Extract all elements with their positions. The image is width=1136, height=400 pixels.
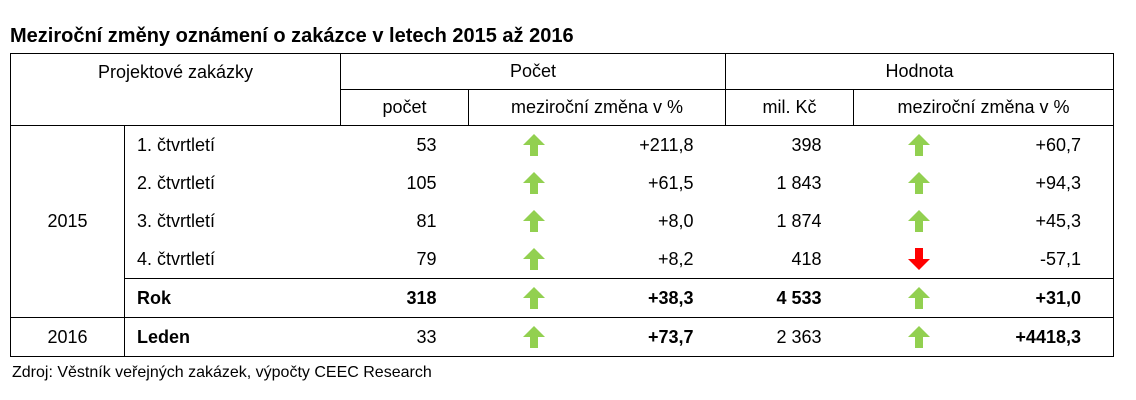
cell: 81 <box>416 210 437 231</box>
arrow-up <box>523 210 545 232</box>
arrow-up <box>523 248 545 270</box>
cell: 53 <box>416 134 437 155</box>
year-cell: 2016 <box>10 317 125 357</box>
year-cell: 2015 <box>47 211 88 231</box>
header-cell: meziroční změna v % <box>853 89 1114 126</box>
label-cell: 4. čtvrtletí <box>124 240 341 279</box>
header-cell: meziroční změna v % <box>468 89 726 126</box>
cell: 418 <box>791 248 822 269</box>
arrow-up <box>523 134 545 156</box>
cell: 1 843 <box>776 172 822 193</box>
label-cell: 3. čtvrtletí <box>124 202 341 240</box>
change-cell: +31,0 <box>853 278 1114 318</box>
header-cell: Projektové zakázky <box>10 53 341 126</box>
cell: 105 <box>406 172 437 193</box>
change-cell: -57,1 <box>854 240 1114 279</box>
cell: 2 363 <box>725 317 854 357</box>
cell: 33 <box>340 317 469 357</box>
header-cell: Počet <box>340 53 726 90</box>
arrow-up <box>523 326 545 348</box>
label-cell: 2. čtvrtletí <box>124 164 341 202</box>
label-cell: 1. čtvrtletí <box>124 125 341 164</box>
change-cell: +8,2 <box>469 240 726 279</box>
row: 3. čtvrtletí 81 +8,0 1 874 +45,3 <box>11 202 1114 240</box>
change-cell: +4418,3 <box>853 317 1114 357</box>
header-cell: Hodnota <box>725 53 1114 90</box>
row: 2. čtvrtletí 105 +61,5 1 843 +94,3 <box>11 164 1114 202</box>
cell: +4418,3 <box>1015 327 1081 347</box>
arrow-up <box>908 326 930 348</box>
change-cell: +94,3 <box>854 164 1114 202</box>
change-cell: +45,3 <box>854 202 1114 240</box>
label-cell: Rok <box>124 278 341 318</box>
cell: +60,7 <box>1035 135 1081 155</box>
cell: +38,3 <box>647 288 694 308</box>
cell: +61,5 <box>647 173 694 193</box>
change-cell: +73,7 <box>468 317 726 357</box>
cell: +45,3 <box>1035 211 1081 231</box>
source-note: Zdroj: Věstník veřejných zakázek, výpočt… <box>12 364 432 381</box>
change-cell: +60,7 <box>854 126 1114 165</box>
change-cell: +38,3 <box>468 278 726 318</box>
title: Meziroční změny oznámení o zakázce v let… <box>10 25 574 47</box>
arrow-up <box>908 134 930 156</box>
header-cell: počet <box>340 89 469 126</box>
cell: +73,7 <box>647 327 694 347</box>
arrow-up <box>523 287 545 309</box>
cell: +31,0 <box>1035 288 1081 308</box>
arrow-up <box>908 172 930 194</box>
row: Rok 318 +38,3 4 533 +31,0 <box>11 278 1114 318</box>
table: Projektové zakázky Počet Hodnota počet m… <box>10 53 1114 357</box>
cell: -57,1 <box>1039 249 1081 269</box>
cell: +94,3 <box>1035 173 1081 193</box>
cell: 4 533 <box>725 278 854 318</box>
arrow-up <box>523 172 545 194</box>
row: 4. čtvrtletí 79 +8,2 418 -57,1 <box>11 240 1114 279</box>
cell: +8,2 <box>657 249 694 269</box>
arrow-up <box>908 287 930 309</box>
cell: 398 <box>791 134 822 155</box>
header-cell: mil. Kč <box>725 89 854 126</box>
row: 2016 Leden 33 +73,7 2 363 +4418,3 <box>10 317 1114 357</box>
cell: 79 <box>416 248 437 269</box>
cell: 318 <box>340 278 469 318</box>
arrow-down <box>908 248 930 270</box>
change-cell: +8,0 <box>469 202 726 240</box>
header-row: Projektové zakázky Počet Hodnota <box>10 53 1114 126</box>
label-cell: Leden <box>124 317 341 357</box>
cell: 1 874 <box>776 210 822 231</box>
row: 2015 1. čtvrtletí 53 +211,8 398 +60,7 <box>11 125 1114 231</box>
cell: +211,8 <box>639 135 694 155</box>
change-cell: +211,8 <box>469 126 726 165</box>
change-cell: +61,5 <box>469 164 726 202</box>
cell: +8,0 <box>657 211 694 231</box>
arrow-up <box>908 210 930 232</box>
header-row: počet meziroční změna v % mil. Kč meziro… <box>11 89 1114 126</box>
